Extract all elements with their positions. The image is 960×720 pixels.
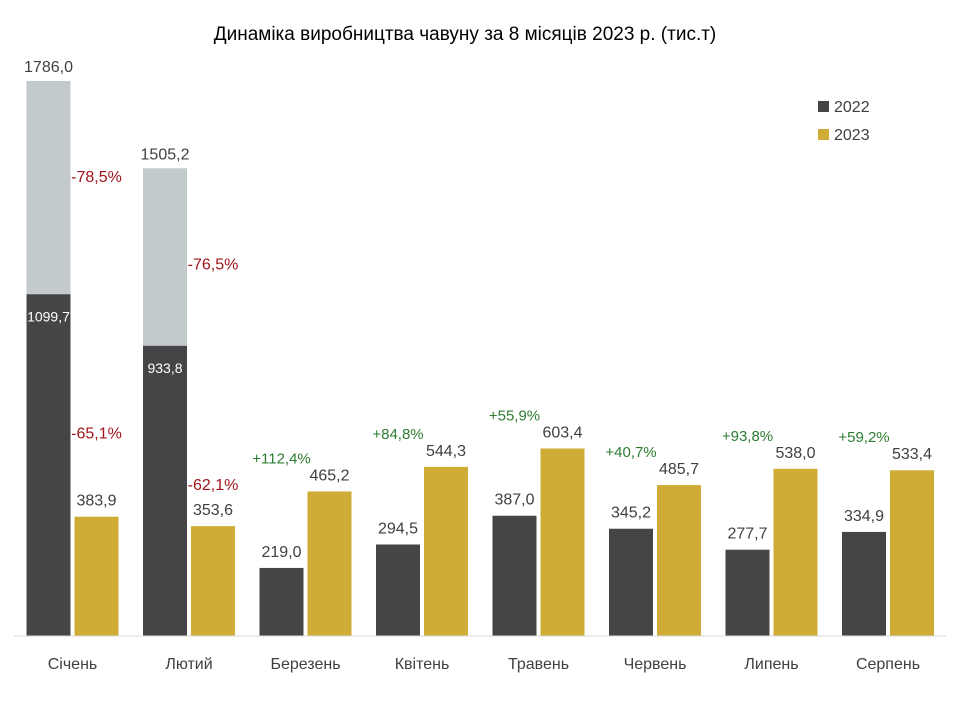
category-labels: Січень Лютий Березень Квітень Травень Червень… xyxy=(48,656,920,673)
bar-2023-label-липень: 538,0 xyxy=(775,445,815,462)
bar-2023-label-березень: 465,2 xyxy=(309,467,349,484)
bar-2022-label-серпень: 334,9 xyxy=(844,508,884,525)
bar-2023-квітень xyxy=(424,466,468,636)
bar-2022-label-березень: 219,0 xyxy=(261,544,301,561)
category-label-травень: Травень xyxy=(508,656,569,673)
legend-swatch-2023 xyxy=(818,129,829,140)
bar-2022-березень xyxy=(259,567,304,636)
chart-title: Динаміка виробництва чавуну за 8 місяців… xyxy=(214,24,717,45)
legend-label-2022: 2022 xyxy=(834,99,870,116)
change-label-квітень-bar: +84,8% xyxy=(372,426,423,443)
bar-2022-label-січень: 1099,7 xyxy=(27,308,70,324)
category-label-січень: Січень xyxy=(48,656,98,673)
bar-2023-label-січень: 383,9 xyxy=(76,493,116,510)
change-label-серпень-bar: +59,2% xyxy=(838,429,889,446)
change-label-травень-bar: +55,9% xyxy=(489,407,540,424)
labels-layer: 1786,0 1099,7 383,9 -78,5% -65,1% 1505,2 933,8… xyxy=(24,59,932,561)
bar-2022-липень xyxy=(725,549,770,636)
category-label-червень: Червень xyxy=(624,656,687,673)
bar-2023-березень xyxy=(307,491,352,636)
bar-2022-серпень xyxy=(842,531,886,636)
change-label-лютий-lower: -62,1% xyxy=(188,477,239,494)
bar-2023-label-лютий: 353,6 xyxy=(193,502,233,519)
bar-2023-липень xyxy=(773,468,818,636)
bar-2022-label-червень: 345,2 xyxy=(611,505,651,522)
bar-2023-серпень xyxy=(890,470,934,636)
category-label-квітень: Квітень xyxy=(395,656,450,673)
legend-swatch-2022 xyxy=(818,101,829,112)
bar-2023-label-травень: 603,4 xyxy=(542,424,582,441)
reference-bar-label-лютий: 1505,2 xyxy=(141,146,190,163)
category-label-березень: Березень xyxy=(270,656,340,673)
bar-2022-січень xyxy=(26,294,71,636)
bar-2022-label-травень: 387,0 xyxy=(494,492,534,509)
bar-2022-лютий xyxy=(143,345,187,636)
bar-2023-травень xyxy=(540,448,585,636)
bar-2022-квітень xyxy=(376,544,420,636)
reference-bar-label-січень: 1786,0 xyxy=(24,59,73,76)
legend-label-2023: 2023 xyxy=(834,127,870,144)
bar-2023-label-серпень: 533,4 xyxy=(892,446,932,463)
change-label-лютий-upper: -76,5% xyxy=(188,256,239,273)
bar-2022-label-квітень: 294,5 xyxy=(378,520,418,537)
category-label-серпень: Серпень xyxy=(856,656,920,673)
legend: 2022 2023 xyxy=(818,99,870,144)
bar-2023-січень xyxy=(74,516,119,636)
change-label-липень-bar: +93,8% xyxy=(722,428,773,445)
change-label-січень-lower: -65,1% xyxy=(71,425,122,442)
change-label-січень-upper: -78,5% xyxy=(71,169,122,186)
change-label-березень-bar: +112,4% xyxy=(252,450,311,467)
bar-2023-червень xyxy=(657,485,701,636)
bar-2022-label-липень: 277,7 xyxy=(727,526,767,543)
category-label-лютий: Лютий xyxy=(165,656,212,673)
bar-2023-label-квітень: 544,3 xyxy=(426,443,466,460)
bars-layer xyxy=(26,81,934,637)
change-label-червень-bar: +40,7% xyxy=(605,444,656,461)
bar-2023-label-червень: 485,7 xyxy=(659,461,699,478)
category-label-липень: Липень xyxy=(744,656,798,673)
bar-2022-червень xyxy=(609,528,653,636)
bar-2023-лютий xyxy=(191,526,235,636)
bar-2022-label-лютий: 933,8 xyxy=(147,360,182,376)
bar-2022-травень xyxy=(492,515,537,636)
